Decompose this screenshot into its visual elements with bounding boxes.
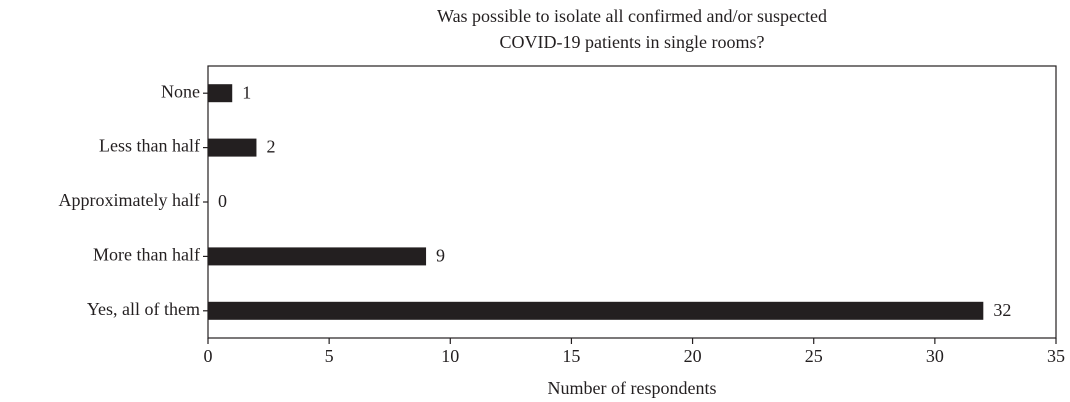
- value-label: 0: [218, 191, 227, 211]
- value-label: 2: [266, 137, 275, 157]
- y-tick-label: None: [161, 81, 200, 101]
- value-label: 1: [242, 82, 251, 102]
- plot-frame: [207, 65, 1057, 339]
- x-axis-label: Number of respondents: [548, 378, 717, 398]
- x-tick-label: 0: [204, 346, 213, 366]
- x-tick-label: 15: [562, 346, 580, 366]
- bar: [208, 138, 257, 157]
- y-tick-label: More than half: [93, 245, 200, 265]
- y-tick-label: Approximately half: [59, 190, 200, 210]
- value-label: 9: [436, 246, 445, 266]
- bar: [208, 247, 427, 266]
- x-tick-label: 35: [1047, 346, 1065, 366]
- y-tick-label: Yes, all of them: [87, 299, 200, 319]
- x-tick-label: 20: [684, 346, 702, 366]
- bar: [208, 301, 984, 320]
- x-tick-label: 10: [441, 346, 459, 366]
- chart-title: COVID-19 patients in single rooms?: [500, 32, 765, 52]
- x-tick-label: 25: [805, 346, 823, 366]
- x-tick-label: 5: [325, 346, 334, 366]
- bar: [208, 84, 233, 103]
- value-label: 32: [993, 300, 1011, 320]
- y-tick-label: Less than half: [99, 136, 200, 156]
- chart-title: Was possible to isolate all confirmed an…: [437, 6, 827, 26]
- x-tick-label: 30: [926, 346, 944, 366]
